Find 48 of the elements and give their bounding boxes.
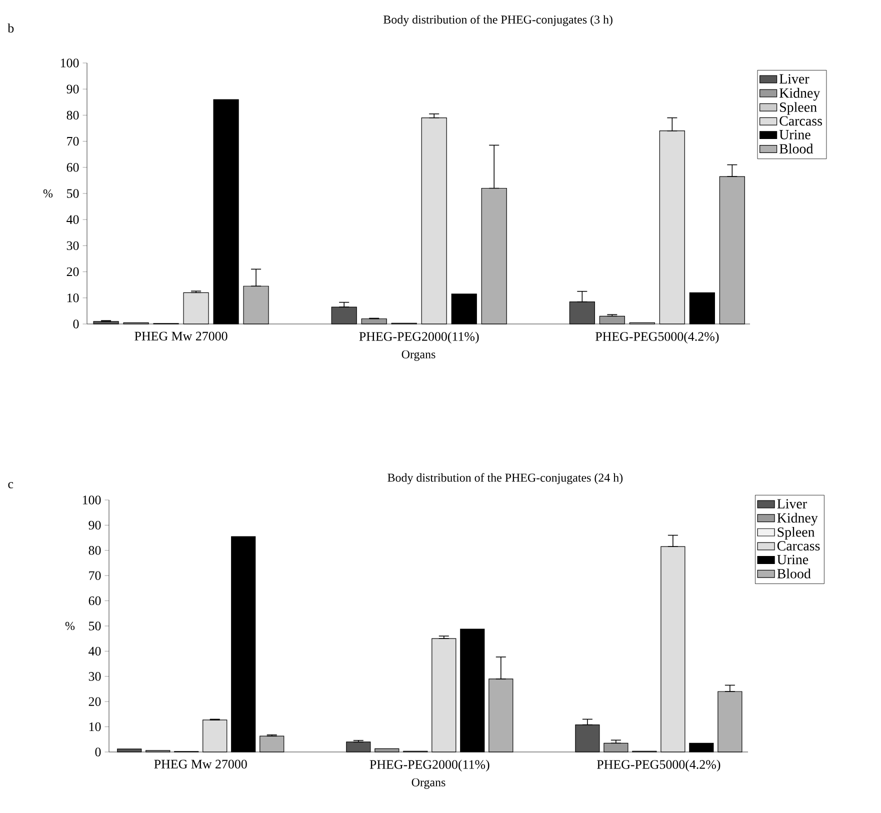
y-tick-label: 100: [82, 496, 101, 504]
text: b: [8, 23, 14, 33]
x-axis-title: Organs: [412, 778, 446, 789]
y-tick-label: 90: [66, 84, 79, 94]
x-axis-title: Organs: [402, 350, 436, 361]
y-tick-label: 0: [73, 320, 79, 328]
text: c: [8, 482, 14, 488]
y-tick-label: 70: [67, 136, 79, 146]
y-tick-label: 20: [88, 697, 101, 706]
legend-label: Carcass: [777, 541, 820, 551]
y-axis-title: %: [43, 189, 53, 198]
x-tick-label: PHEG-PEG2000(11%): [370, 760, 490, 772]
legend-label: Liver: [777, 499, 807, 508]
y-tick-label: 40: [66, 215, 79, 224]
x-tick-label: PHEG-PEG2000(11%): [359, 332, 479, 344]
x-tick-label: PHEG Mw 27000: [134, 332, 228, 340]
y-tick-label: 80: [88, 546, 101, 555]
y-tick-label: 40: [88, 646, 101, 656]
legend-label: Blood: [780, 144, 814, 154]
chart-title: Body distribution of the PHEG-conjugates (3 h): [384, 15, 612, 26]
y-tick-label: 60: [66, 163, 79, 172]
legend-label: Kidney: [777, 512, 818, 526]
legend-label: Spleen: [780, 102, 817, 115]
y-tick-label: 50: [89, 622, 101, 630]
y-axis-title: %: [65, 622, 75, 630]
legend-label: Spleen: [778, 526, 815, 540]
y-tick-label: 100: [60, 58, 79, 68]
legend-label: Urine: [779, 130, 810, 140]
y-tick-label: 90: [88, 520, 101, 530]
x-tick-label: PHEG-PEG5000(4.2%): [595, 332, 719, 344]
y-tick-label: 30: [66, 241, 79, 250]
y-tick-label: 20: [66, 267, 79, 276]
y-tick-label: 0: [95, 748, 101, 756]
legend-label: Urine: [777, 554, 808, 564]
y-tick-label: 70: [89, 571, 101, 580]
y-tick-label: 10: [89, 722, 101, 732]
y-tick-label: 60: [88, 596, 101, 606]
legend-label: Blood: [777, 568, 811, 578]
x-tick-label: PHEG Mw 27000: [154, 760, 247, 768]
legend-label: Liver: [780, 74, 810, 84]
y-tick-label: 10: [67, 294, 79, 302]
y-tick-label: 30: [88, 672, 101, 681]
y-tick-label: 50: [67, 189, 79, 198]
x-tick-label: PHEG-PEG5000(4.2%): [597, 760, 720, 772]
chart-title: Body distribution of the PHEG-conjugates (24 h): [388, 473, 623, 484]
legend-label: Carcass: [780, 116, 822, 126]
legend-label: Kidney: [780, 88, 820, 101]
y-tick-label: 80: [66, 110, 79, 120]
